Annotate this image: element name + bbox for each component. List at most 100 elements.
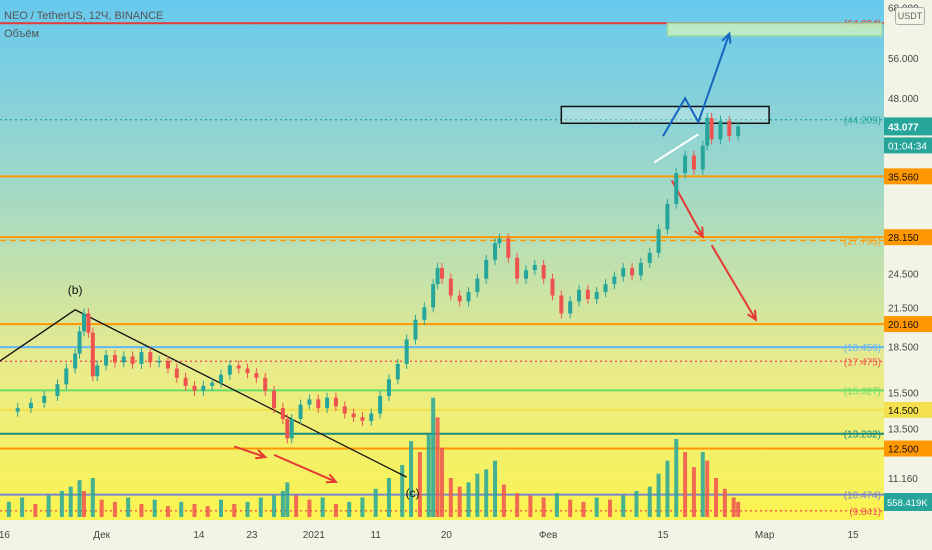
candle-body — [174, 368, 179, 378]
x-tick-label-10: 15 — [847, 530, 859, 541]
volume-bar — [541, 497, 546, 517]
candle-body — [603, 284, 608, 293]
level-tag-bg-9 — [884, 401, 932, 418]
candle-body — [298, 404, 303, 420]
candle-body — [236, 365, 241, 369]
candle-body — [64, 368, 69, 385]
candle-body — [665, 203, 670, 230]
currency-badge[interactable]: USDT — [895, 7, 925, 25]
wave-b-trendline — [0, 309, 407, 478]
candle-body — [541, 264, 546, 279]
level-tag-11: 12.500 — [888, 445, 919, 456]
candle-body — [577, 289, 582, 302]
bearish-arrow-3 — [233, 445, 266, 458]
volume-bar — [232, 504, 237, 517]
volume-bar — [68, 486, 73, 517]
volume-bar — [20, 497, 25, 517]
level-label-1: (44.209) — [844, 116, 881, 127]
y-tick-label-1: 56.000 — [888, 54, 919, 65]
candle-body — [139, 352, 144, 364]
volume-bar — [192, 504, 197, 517]
candle-body — [497, 238, 502, 244]
volume-bar — [466, 482, 471, 517]
x-tick-label-7: Фев — [539, 530, 557, 541]
volume-bar — [501, 484, 506, 517]
volume-bar — [258, 497, 263, 517]
y-tick-label-4: 21.500 — [888, 303, 919, 314]
volume-bar — [205, 506, 210, 517]
level-tag-4: 28.150 — [888, 233, 919, 244]
candle-body — [280, 408, 285, 420]
volume-bar — [81, 491, 86, 517]
volume-bar — [568, 499, 573, 517]
candle-body — [727, 120, 732, 137]
last-price-label: 43.077 — [888, 122, 919, 133]
bearish-arrowhead-1 — [694, 226, 704, 239]
volume-bar — [280, 491, 285, 517]
level-label-13: (9.841) — [849, 507, 881, 518]
candle-body — [457, 295, 462, 302]
volume-tag-bg — [884, 493, 932, 511]
candle-body — [431, 284, 436, 308]
volume-bar — [554, 493, 559, 517]
level-tag-bg-2 — [884, 168, 932, 185]
candle-body — [263, 377, 268, 391]
volume-bar — [294, 495, 299, 517]
volume-bar — [594, 497, 599, 517]
volume-bar — [320, 497, 325, 517]
y-tick-label-7: 13.500 — [888, 425, 919, 436]
volume-bar — [647, 486, 652, 517]
candle-body — [77, 331, 82, 354]
volume-bar — [219, 499, 223, 517]
candle-body — [351, 413, 356, 418]
symbol-title: NEO / TetherUS, 12Ч, BINANCE — [4, 10, 164, 22]
candle-body — [307, 399, 312, 405]
volume-bar — [90, 478, 95, 517]
candle-body — [568, 301, 573, 314]
volume-bar — [440, 447, 444, 517]
candle-body — [709, 117, 714, 140]
volume-bar — [528, 495, 533, 517]
level-tag-5: 20.160 — [888, 320, 919, 331]
candle-body — [245, 368, 250, 374]
volume-bar — [46, 495, 51, 517]
level-tag-2: 35.560 — [888, 172, 919, 183]
volume-bar — [448, 478, 453, 517]
y-tick-label-2: 48.000 — [888, 94, 919, 105]
price-axis-background — [884, 0, 932, 520]
volume-bar — [400, 465, 405, 517]
candle-body — [15, 408, 20, 412]
volume-bar — [484, 469, 489, 517]
candle-body — [333, 397, 338, 407]
candle-body — [475, 278, 480, 293]
x-tick-label-4: 2021 — [303, 530, 326, 541]
bullish-arrowhead — [721, 31, 732, 44]
candle-body — [81, 313, 86, 332]
candle-body — [550, 278, 555, 296]
candle-body — [104, 355, 109, 366]
x-tick-label-9: Мар — [755, 530, 775, 541]
candle-body — [656, 229, 661, 253]
last-price-tag-bg — [884, 117, 932, 136]
target-box — [666, 22, 883, 37]
x-tick-label-1: Дек — [93, 530, 110, 541]
level-tag-bg-5 — [884, 316, 932, 333]
level-label-3: (27.795) — [844, 236, 881, 247]
volume-bar — [731, 497, 736, 517]
volume-bar — [656, 473, 661, 517]
volume-bar — [457, 486, 462, 517]
volume-indicator-label: Объём — [4, 28, 40, 40]
plot-background — [0, 0, 884, 520]
candle-body — [585, 289, 590, 300]
volume-bar — [245, 501, 250, 517]
volume-bar — [674, 439, 679, 517]
volume-bar — [435, 417, 440, 517]
bearish-arrowhead-4 — [325, 473, 339, 484]
countdown-tag-bg — [884, 137, 932, 154]
volume-bar — [621, 495, 626, 517]
candle-body — [192, 385, 197, 391]
candle-body — [515, 257, 520, 279]
level-tag-9: 14.500 — [888, 406, 919, 417]
